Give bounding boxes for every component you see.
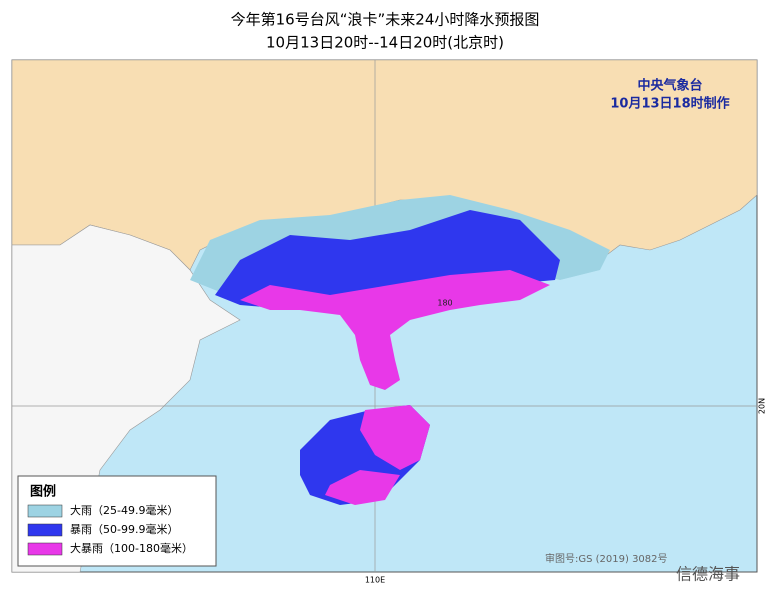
legend-label: 大暴雨（100-180毫米） <box>70 541 193 555</box>
issue-time: 10月13日18时制作 <box>610 96 729 112</box>
watermark: 信德海事 <box>676 565 740 584</box>
legend-title: 图例 <box>30 484 56 500</box>
lat-label: 20N <box>758 398 767 414</box>
legend-swatch <box>27 542 63 556</box>
legend-label: 暴雨（50-99.9毫米） <box>70 522 178 536</box>
legend-label: 大雨（25-49.9毫米） <box>70 503 178 517</box>
lon-label: 110E <box>365 576 385 585</box>
rain-extreme <box>240 270 550 390</box>
map: 180 20N 110E 审图号:GS (2019) 3082号 <box>11 59 767 585</box>
legend-items: 大雨（25-49.9毫米） 暴雨（50-99.9毫米） 大暴雨（100-180毫米） <box>27 503 193 556</box>
legend-swatch <box>27 523 63 537</box>
rain-extreme <box>360 405 430 470</box>
legend: 图例 大雨（25-49.9毫米） 暴雨（50-99.9毫米） 大暴雨（100-180… <box>17 475 217 567</box>
max-label: 180 <box>437 299 452 308</box>
approval: 审图号:GS (2019) 3082号 <box>545 552 668 565</box>
subtitle: 10月13日20时--14日20时(北京时) <box>266 34 504 52</box>
legend-swatch <box>27 504 63 518</box>
rain-extreme <box>325 470 400 505</box>
title: 今年第16号台风“浪卡”未来24小时降水预报图 <box>231 11 540 29</box>
agency: 中央气象台 <box>637 78 702 94</box>
